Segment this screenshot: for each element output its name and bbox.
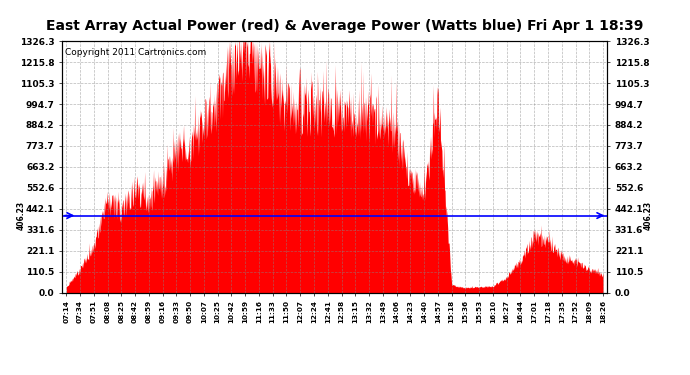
Text: East Array Actual Power (red) & Average Power (Watts blue) Fri Apr 1 18:39: East Array Actual Power (red) & Average … (46, 19, 644, 33)
Text: 406.23: 406.23 (644, 201, 653, 230)
Text: 406.23: 406.23 (17, 201, 26, 230)
Text: Copyright 2011 Cartronics.com: Copyright 2011 Cartronics.com (65, 48, 206, 57)
